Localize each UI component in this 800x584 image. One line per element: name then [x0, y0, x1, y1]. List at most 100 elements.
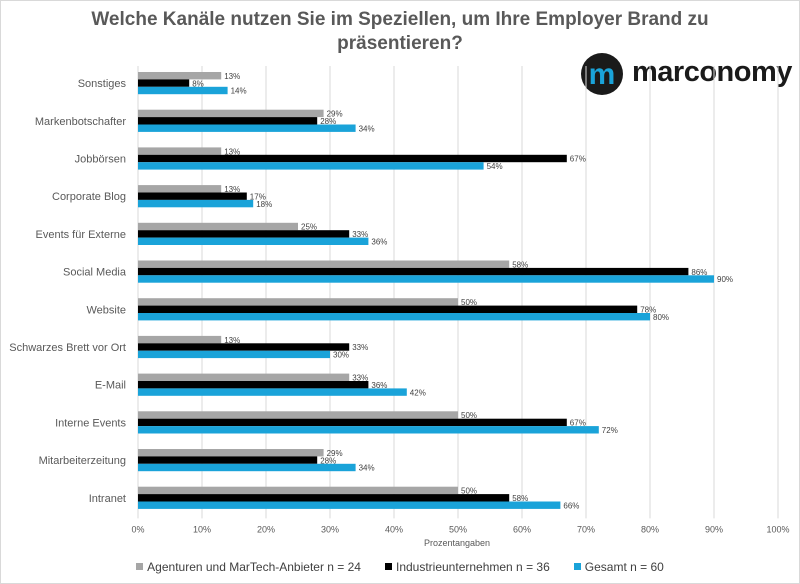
bar: [138, 298, 458, 306]
x-tick-label: 100%: [766, 524, 789, 534]
value-label: 36%: [371, 381, 387, 390]
category-label: Interne Events: [55, 417, 126, 429]
bar: [138, 343, 350, 351]
bar: [138, 117, 318, 125]
bar: [138, 486, 458, 495]
value-label: 28%: [320, 456, 336, 465]
value-label: 72%: [602, 426, 618, 435]
value-label: 36%: [371, 238, 387, 247]
value-label: 13%: [224, 336, 240, 345]
category-label: Mitarbeiterzeitung: [39, 455, 126, 467]
bar: [138, 388, 407, 396]
bar: [138, 350, 330, 359]
legend-item: Gesamt n = 60: [573, 560, 664, 574]
value-label: 67%: [570, 419, 586, 428]
value-labels: 13%8%14%29%28%34%13%67%54%13%17%18%25%33…: [192, 72, 733, 510]
bar: [138, 275, 714, 283]
bar: [138, 305, 638, 313]
x-tick-label: 50%: [449, 524, 467, 534]
bar: [138, 267, 689, 276]
bar: [138, 109, 324, 118]
bar: [138, 335, 222, 344]
value-label: 13%: [224, 72, 240, 81]
logo-mark-letter: m: [589, 58, 616, 91]
bar: [138, 162, 484, 170]
bar: [138, 260, 510, 268]
legend-swatch: [573, 563, 581, 570]
value-label: 66%: [563, 501, 579, 510]
category-label: E-Mail: [95, 380, 126, 392]
category-label: Intranet: [89, 493, 126, 505]
bar: [138, 154, 567, 163]
bar: [138, 185, 222, 193]
x-tick-label: 80%: [641, 524, 659, 534]
bar: [138, 449, 324, 457]
value-label: 33%: [352, 230, 368, 239]
value-label: 34%: [359, 464, 375, 473]
marconomy-logo: m marconomy: [580, 52, 792, 98]
x-tick-label: 60%: [513, 524, 531, 534]
value-label: 8%: [192, 79, 204, 88]
value-label: 17%: [250, 192, 266, 201]
value-label: 67%: [570, 155, 586, 164]
value-label: 30%: [333, 351, 349, 360]
value-label: 18%: [256, 200, 272, 209]
x-tick-label: 30%: [321, 524, 339, 534]
value-label: 29%: [327, 449, 343, 458]
bar: [138, 192, 247, 200]
legend-label: Industrieunternehmen n = 36: [395, 560, 550, 574]
value-label: 33%: [352, 374, 368, 383]
value-label: 58%: [512, 260, 528, 269]
category-label: Sonstiges: [78, 78, 127, 90]
value-label: 50%: [461, 411, 477, 420]
legend: Agenturen und MarTech-Anbieter n = 24 Ind…: [0, 560, 800, 574]
marconomy-logo-icon: m: [581, 53, 623, 95]
legend-swatch: [136, 563, 144, 570]
x-tick-labels: 0% 10% 20% 30% 40% 50% 60% 70% 80% 90% 100%: [131, 524, 789, 534]
value-label: 33%: [352, 343, 368, 352]
category-label: Jobbörsen: [75, 154, 126, 166]
category-label: Corporate Blog: [52, 191, 126, 203]
value-label: 86%: [691, 268, 707, 277]
bar: [138, 222, 298, 231]
legend-swatch: [384, 563, 392, 570]
legend-item: Agenturen und MarTech-Anbieter n = 24: [136, 560, 361, 574]
category-label: Schwarzes Brett vor Ort: [9, 342, 126, 354]
logo-text: marconomy: [632, 56, 792, 88]
bar: [138, 124, 356, 132]
bar: [138, 411, 458, 419]
legend-item: Industrieunternehmen n = 36: [384, 560, 550, 574]
value-label: 29%: [327, 110, 343, 119]
bar: [138, 313, 650, 321]
value-label: 13%: [224, 147, 240, 156]
bar: [138, 426, 599, 434]
bar: [138, 373, 350, 381]
value-label: 50%: [461, 487, 477, 496]
bar: [138, 381, 369, 389]
bar: [138, 494, 510, 502]
bar: [138, 456, 318, 464]
value-label: 25%: [301, 223, 317, 232]
value-label: 42%: [410, 388, 426, 397]
value-label: 50%: [461, 298, 477, 307]
category-label: Events für Externe: [36, 229, 127, 241]
category-labels: Sonstiges Markenbotschafter Jobbörsen Corpo…: [9, 78, 127, 505]
bars: [138, 72, 714, 509]
bar: [138, 418, 567, 427]
bar: [138, 72, 222, 80]
bar: [138, 79, 190, 87]
bar: [138, 237, 369, 245]
bar: [138, 86, 228, 95]
bar: [138, 230, 350, 238]
x-axis-label: Prozentangaben: [424, 538, 490, 548]
x-tick-label: 20%: [257, 524, 275, 534]
value-label: 78%: [640, 306, 656, 315]
value-label: 28%: [320, 117, 336, 126]
category-label: Social Media: [63, 267, 127, 279]
gridlines: [137, 66, 779, 519]
x-tick-label: 70%: [577, 524, 595, 534]
bar: [138, 147, 222, 155]
x-tick-label: 0%: [131, 524, 144, 534]
value-label: 14%: [231, 87, 247, 96]
category-label: Website: [86, 304, 126, 316]
